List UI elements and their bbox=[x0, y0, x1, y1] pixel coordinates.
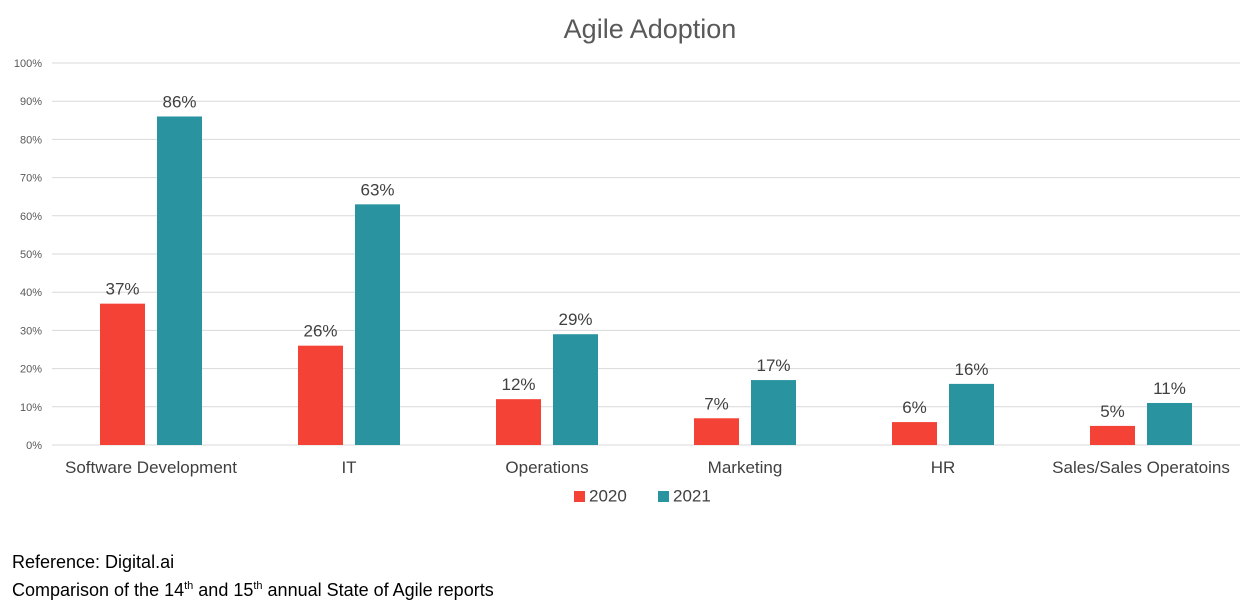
bar-2020-2 bbox=[496, 399, 541, 445]
data-label-2021-5: 11% bbox=[1153, 379, 1186, 398]
bar-2020-0 bbox=[100, 303, 145, 445]
footer-reference: Reference: Digital.ai bbox=[12, 551, 174, 573]
bar-2020-1 bbox=[298, 345, 343, 445]
footer-comparison: Comparison of the 14th and 15th annual S… bbox=[12, 575, 494, 601]
legend-swatch-2020 bbox=[574, 491, 585, 502]
comparison-sup-a: th bbox=[184, 580, 194, 592]
y-tick-label-10: 10% bbox=[20, 402, 42, 414]
chart-title: Agile Adoption bbox=[564, 14, 737, 44]
bar-2021-0 bbox=[157, 116, 202, 445]
bar-2020-4 bbox=[892, 422, 937, 445]
bar-2021-4 bbox=[949, 383, 994, 445]
comparison-text-a: Comparison of the 14 bbox=[12, 580, 185, 600]
y-tick-label-80: 80% bbox=[20, 134, 42, 146]
reference-text: Reference: Digital.ai bbox=[12, 552, 175, 572]
data-label-2020-5: 5% bbox=[1100, 402, 1125, 421]
bar-2021-3 bbox=[751, 380, 796, 445]
x-tick-label-2: Operations bbox=[505, 458, 588, 477]
data-label-2021-3: 17% bbox=[756, 356, 790, 375]
y-tick-label-30: 30% bbox=[20, 325, 42, 337]
agile-adoption-chart: Agile Adoption 0% 10% 20% 30% 40% 50% 60% 70% 80%… bbox=[14, 14, 1240, 506]
data-label-2021-1: 63% bbox=[360, 180, 394, 199]
y-tick-label-100: 100% bbox=[14, 58, 42, 70]
y-tick-label-70: 70% bbox=[20, 173, 42, 185]
bar-2021-1 bbox=[355, 204, 400, 445]
y-tick-label-20: 20% bbox=[20, 364, 42, 376]
data-label-2021-4: 16% bbox=[954, 360, 988, 379]
x-tick-label-4: HR bbox=[931, 458, 956, 477]
data-label-2020-2: 12% bbox=[501, 375, 535, 394]
data-label-2021-0: 86% bbox=[162, 92, 196, 111]
legend-label-2020: 2020 bbox=[589, 487, 627, 506]
y-tick-label-0: 0% bbox=[26, 440, 42, 452]
legend-swatch-2021 bbox=[658, 491, 669, 502]
y-tick-label-90: 90% bbox=[20, 96, 42, 108]
comparison-text-c: annual State of Agile reports bbox=[262, 580, 494, 600]
bar-2021-2 bbox=[553, 334, 598, 445]
bar-2021-5 bbox=[1147, 402, 1192, 445]
comparison-sup-b: th bbox=[253, 580, 263, 592]
data-label-2020-3: 7% bbox=[704, 394, 729, 413]
bar-2020-5 bbox=[1090, 425, 1135, 445]
x-tick-label-5: Sales/Sales Operatoins bbox=[1052, 458, 1230, 477]
x-tick-label-3: Marketing bbox=[708, 458, 783, 477]
x-tick-label-1: IT bbox=[341, 458, 356, 477]
y-tick-label-60: 60% bbox=[20, 211, 42, 223]
x-tick-label-0: Software Development bbox=[65, 458, 237, 477]
legend-label-2021: 2021 bbox=[673, 487, 711, 506]
y-tick-label-40: 40% bbox=[20, 287, 42, 299]
comparison-text-b: and 15 bbox=[193, 580, 254, 600]
data-label-2020-1: 26% bbox=[303, 322, 337, 341]
data-label-2021-2: 29% bbox=[558, 310, 592, 329]
data-label-2020-4: 6% bbox=[902, 398, 927, 417]
bar-2020-3 bbox=[694, 418, 739, 445]
y-tick-label-50: 50% bbox=[20, 249, 42, 261]
data-label-2020-0: 37% bbox=[105, 280, 139, 299]
